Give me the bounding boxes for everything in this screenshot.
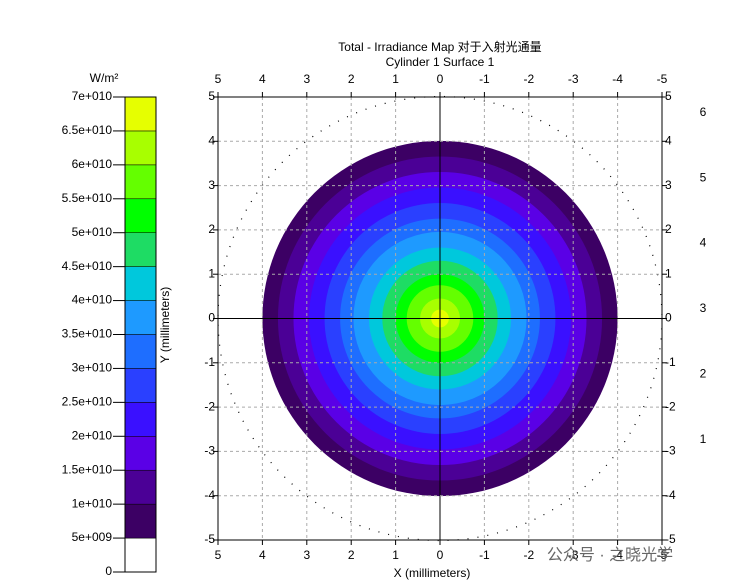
colorbar-segment	[124, 469, 157, 505]
y-tick-label: 5	[665, 89, 672, 103]
y-tick-label: 2	[208, 222, 215, 236]
y-tick-label: -3	[204, 444, 215, 458]
y-tick-label: -4	[204, 488, 215, 502]
colorbar-segment	[124, 503, 157, 539]
colorbar-tick-label: 6.5e+010	[62, 123, 113, 137]
y-tick-label: -3	[665, 444, 676, 458]
x-tick-label: 0	[437, 72, 444, 86]
x-tick-label: 5	[215, 72, 222, 86]
colorbar-tick-label: 2.5e+010	[62, 395, 113, 409]
y-tick-label: -2	[665, 399, 676, 413]
y-tick-label: 3	[208, 178, 215, 192]
colorbar-segment	[124, 436, 157, 471]
colorbar-segment	[124, 232, 157, 267]
colorbar-segment	[124, 130, 157, 166]
y-tick-label: 4	[208, 133, 215, 147]
y-tick-label: 1	[208, 266, 215, 280]
colorbar-segment	[124, 368, 157, 403]
colorbar-tick-label: 3.5e+010	[62, 327, 113, 341]
y-tick-label: -5	[665, 532, 676, 546]
x-tick-label: -2	[523, 72, 534, 86]
colorbar-segment	[124, 300, 157, 335]
colorbar-tick-label: 7e+010	[72, 89, 113, 103]
x-tick-label: 5	[215, 548, 222, 562]
y-tick-label: -2	[204, 399, 215, 413]
plot-frame	[217, 96, 663, 541]
x-tick-label: 4	[259, 548, 266, 562]
y2-tick-label: 6	[700, 105, 707, 119]
colorbar-tick-label: 1e+010	[72, 496, 113, 510]
y2-tick-label: 2	[700, 367, 707, 381]
y-tick-label: 2	[665, 222, 672, 236]
x-tick-label: 1	[392, 548, 399, 562]
colorbar-tick-label: 4e+010	[72, 293, 113, 307]
y-tick-label: 0	[208, 311, 215, 325]
watermark: 公众号 · 之晓光学	[547, 546, 673, 564]
x-tick-label: 4	[259, 72, 266, 86]
y2-tick-label: 1	[700, 432, 707, 446]
x-tick-label: 0	[437, 548, 444, 562]
y-tick-label: -1	[204, 355, 215, 369]
y2-tick-label: 5	[700, 170, 707, 184]
colorbar-tick-label: 2e+010	[72, 428, 113, 442]
x-tick-label: -5	[657, 72, 668, 86]
y-tick-label: -5	[204, 532, 215, 546]
y-tick-label: 0	[665, 311, 672, 325]
y-tick-label: -1	[665, 355, 676, 369]
colorbar-tick-label: 3e+010	[72, 361, 113, 375]
colorbar-tick-label: 6e+010	[72, 157, 113, 171]
x-tick-label: 2	[348, 548, 355, 562]
colorbar-segment	[124, 198, 157, 233]
colorbar-label: W/m²	[90, 71, 119, 85]
x-tick-label: -2	[523, 548, 534, 562]
colorbar-tick-label: 5e+009	[72, 530, 113, 544]
colorbar-segment	[124, 266, 157, 301]
y2-tick-label: 4	[700, 236, 707, 250]
y-tick-label: 3	[665, 178, 672, 192]
colorbar-tick-label: 4.5e+010	[62, 259, 113, 273]
colorbar-tick-label: 1.5e+010	[62, 462, 113, 476]
colorbar-segment	[124, 96, 157, 132]
y-tick-label: -4	[665, 488, 676, 502]
x-tick-label: -4	[612, 72, 623, 86]
colorbar-tick-label: 5.5e+010	[62, 191, 113, 205]
x-tick-label: 2	[348, 72, 355, 86]
chart-title: Total - Irradiance Map 对于入射光通量	[338, 39, 541, 54]
x-tick-label: -3	[568, 548, 579, 562]
chart-subtitle: Cylinder 1 Surface 1	[386, 55, 495, 69]
colorbar-segment	[124, 537, 157, 573]
colorbar-segment	[124, 402, 157, 437]
x-tick-label: -3	[568, 72, 579, 86]
x-tick-label: -1	[479, 72, 490, 86]
x-tick-label: -4	[612, 548, 623, 562]
y2-tick-label: 3	[700, 301, 707, 315]
y-tick-label: 4	[665, 133, 672, 147]
colorbar-tick-label: 5e+010	[72, 225, 113, 239]
colorbar-tick-label: 0	[105, 564, 112, 578]
x-axis-label: X (millimeters)	[394, 566, 471, 580]
y-tick-label: 1	[665, 266, 672, 280]
colorbar-segment	[124, 164, 157, 200]
x-tick-label: 3	[303, 72, 310, 86]
x-tick-label: -5	[657, 548, 668, 562]
y-tick-label: 5	[208, 89, 215, 103]
y-axis-label: Y (millimeters)	[158, 287, 172, 363]
x-tick-label: -1	[479, 548, 490, 562]
x-tick-label: 3	[303, 548, 310, 562]
colorbar-segment	[124, 334, 157, 369]
x-tick-label: 1	[392, 72, 399, 86]
